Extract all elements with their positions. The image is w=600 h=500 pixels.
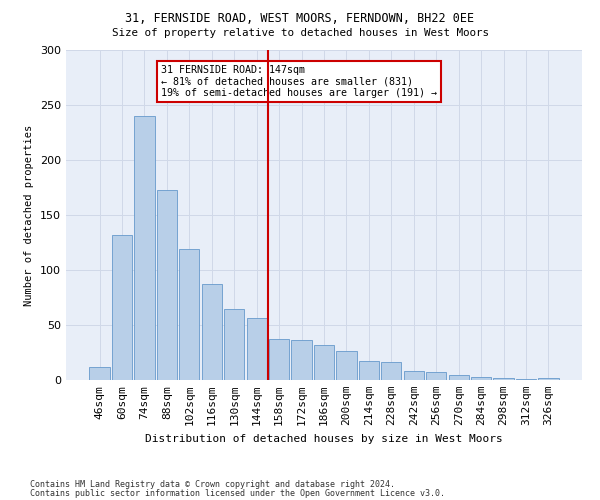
Bar (493, 378, 514, 380)
Bar (292, 340, 311, 380)
Bar (381, 362, 401, 380)
Bar (449, 374, 469, 380)
Text: Size of property relative to detached houses in West Moors: Size of property relative to detached ho… (112, 28, 488, 38)
Bar (516, 379, 536, 380)
Bar (247, 318, 267, 380)
Bar (157, 190, 177, 380)
Bar (314, 345, 334, 380)
Bar (134, 116, 155, 380)
Bar (224, 308, 244, 380)
Y-axis label: Number of detached properties: Number of detached properties (25, 124, 34, 306)
Bar (426, 372, 446, 380)
Bar (202, 284, 222, 380)
Bar (538, 378, 559, 380)
Text: Contains public sector information licensed under the Open Government Licence v3: Contains public sector information licen… (30, 489, 445, 498)
Text: Contains HM Land Registry data © Crown copyright and database right 2024.: Contains HM Land Registry data © Crown c… (30, 480, 395, 489)
X-axis label: Distribution of detached houses by size in West Moors: Distribution of detached houses by size … (145, 434, 503, 444)
Bar (112, 235, 132, 380)
Bar (89, 367, 110, 380)
Bar (471, 376, 491, 380)
Bar (359, 362, 379, 380)
Bar (404, 371, 424, 380)
Bar (337, 352, 356, 380)
Text: 31 FERNSIDE ROAD: 147sqm
← 81% of detached houses are smaller (831)
19% of semi-: 31 FERNSIDE ROAD: 147sqm ← 81% of detach… (161, 65, 437, 98)
Text: 31, FERNSIDE ROAD, WEST MOORS, FERNDOWN, BH22 0EE: 31, FERNSIDE ROAD, WEST MOORS, FERNDOWN,… (125, 12, 475, 26)
Bar (269, 340, 289, 380)
Bar (179, 249, 199, 380)
